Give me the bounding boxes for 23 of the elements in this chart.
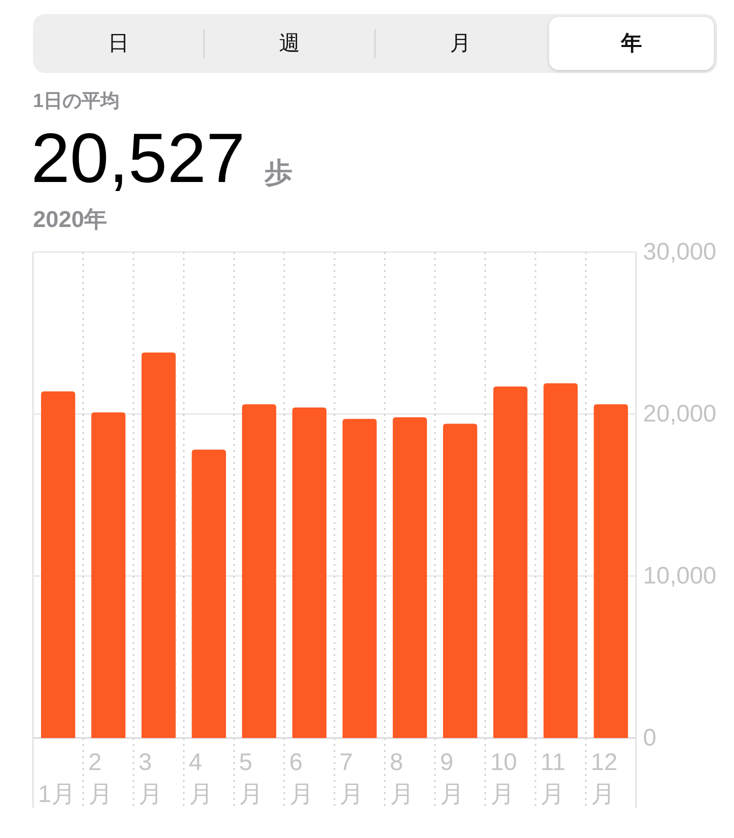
- segment: 日: [108, 32, 129, 55]
- subtitle: 20,527 歩: [31, 119, 293, 197]
- y-tick: 20,000: [643, 400, 716, 428]
- x-tick: 6 月: [289, 749, 314, 808]
- x-tick: 1月: [38, 781, 76, 808]
- y-tick: 30,000: [643, 238, 716, 266]
- segment-label: 年: [621, 32, 642, 55]
- title: 1日の平均: [33, 91, 120, 112]
- y-tick: 0: [643, 724, 656, 752]
- x-tick: 3 月: [138, 749, 162, 808]
- annotation: 2020年: [33, 206, 108, 232]
- x-tick: 10 月: [490, 749, 517, 808]
- segment: 週: [279, 32, 300, 55]
- x-tick: 11 月: [540, 749, 566, 808]
- segment: 月: [450, 32, 471, 55]
- x-tick: 4 月: [188, 749, 213, 808]
- x-tick: 5 月: [239, 749, 263, 808]
- x-tick: 8 月: [390, 749, 414, 808]
- x-tick: 7 月: [340, 749, 364, 808]
- x-tick: 12 月: [590, 749, 618, 808]
- y-tick: 10,000: [643, 562, 716, 590]
- x-tick: 9 月: [440, 749, 464, 808]
- x-tick: 2 月: [88, 749, 112, 808]
